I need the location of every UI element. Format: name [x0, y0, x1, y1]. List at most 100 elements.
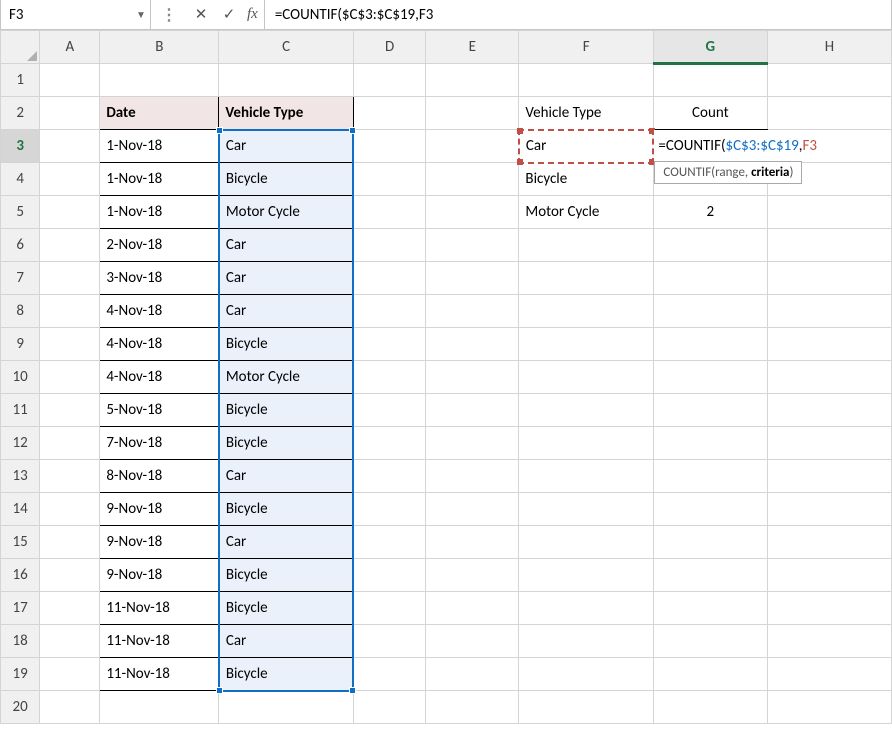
cell-C2[interactable]: Vehicle Type — [219, 97, 354, 130]
col-hdr-E[interactable]: E — [426, 31, 519, 64]
cell-F7[interactable] — [519, 262, 654, 295]
row-hdr-14[interactable]: 14 — [1, 493, 40, 526]
cell-G15[interactable] — [653, 526, 767, 559]
cell-A17[interactable] — [40, 592, 100, 625]
cell-A8[interactable] — [40, 295, 100, 328]
col-hdr-A[interactable]: A — [40, 31, 100, 64]
range-handle[interactable] — [216, 127, 223, 134]
cell-B15[interactable]: 9-Nov-18 — [100, 526, 219, 559]
cell-A9[interactable] — [40, 328, 100, 361]
cell-E15[interactable] — [426, 526, 519, 559]
cell-F19[interactable] — [519, 658, 654, 691]
col-hdr-B[interactable]: B — [100, 31, 219, 64]
cell-E13[interactable] — [426, 460, 519, 493]
cell-A19[interactable] — [40, 658, 100, 691]
cell-E10[interactable] — [426, 361, 519, 394]
cell-G16[interactable] — [653, 559, 767, 592]
cell-H18[interactable] — [767, 625, 891, 658]
cell-E18[interactable] — [426, 625, 519, 658]
cell-H10[interactable] — [767, 361, 891, 394]
row-hdr-13[interactable]: 13 — [1, 460, 40, 493]
select-all-corner[interactable] — [1, 31, 40, 64]
cell-C9[interactable]: Bicycle — [219, 328, 354, 361]
cell-C7[interactable]: Car — [219, 262, 354, 295]
cell-A13[interactable] — [40, 460, 100, 493]
row-hdr-6[interactable]: 6 — [1, 229, 40, 262]
cell-B13[interactable]: 8-Nov-18 — [100, 460, 219, 493]
cell-C15[interactable]: Car — [219, 526, 354, 559]
cell-F12[interactable] — [519, 427, 654, 460]
cell-F3[interactable]: Car — [519, 130, 654, 163]
cell-A15[interactable] — [40, 526, 100, 559]
cell-E19[interactable] — [426, 658, 519, 691]
cell-H9[interactable] — [767, 328, 891, 361]
cell-B20[interactable] — [100, 691, 219, 724]
cell-A18[interactable] — [40, 625, 100, 658]
cell-B18[interactable]: 11-Nov-18 — [100, 625, 219, 658]
cell-H5[interactable] — [767, 196, 891, 229]
cell-B14[interactable]: 9-Nov-18 — [100, 493, 219, 526]
cell-F15[interactable] — [519, 526, 654, 559]
cell-G10[interactable] — [653, 361, 767, 394]
cell-E12[interactable] — [426, 427, 519, 460]
cell-G1[interactable] — [653, 64, 767, 97]
cell-C11[interactable]: Bicycle — [219, 394, 354, 427]
cell-G19[interactable] — [653, 658, 767, 691]
col-hdr-F[interactable]: F — [519, 31, 654, 64]
cell-C12[interactable]: Bicycle — [219, 427, 354, 460]
cell-F8[interactable] — [519, 295, 654, 328]
cell-C3[interactable]: Car — [219, 130, 354, 163]
cell-B11[interactable]: 5-Nov-18 — [100, 394, 219, 427]
cell-D1[interactable] — [353, 64, 425, 97]
cell-H6[interactable] — [767, 229, 891, 262]
cell-A12[interactable] — [40, 427, 100, 460]
cell-D17[interactable] — [353, 592, 425, 625]
cell-G17[interactable] — [653, 592, 767, 625]
cell-F6[interactable] — [519, 229, 654, 262]
row-hdr-12[interactable]: 12 — [1, 427, 40, 460]
cell-C5[interactable]: Motor Cycle — [219, 196, 354, 229]
cell-G18[interactable] — [653, 625, 767, 658]
cell-D4[interactable] — [353, 163, 425, 196]
cancel-icon[interactable]: ✕ — [187, 5, 215, 24]
cell-F9[interactable] — [519, 328, 654, 361]
cell-F11[interactable] — [519, 394, 654, 427]
cell-E3[interactable] — [426, 130, 519, 163]
cell-E20[interactable] — [426, 691, 519, 724]
cell-A2[interactable] — [40, 97, 100, 130]
cell-E6[interactable] — [426, 229, 519, 262]
row-hdr-18[interactable]: 18 — [1, 625, 40, 658]
cell-C20[interactable] — [219, 691, 354, 724]
col-hdr-G[interactable]: G — [653, 31, 767, 64]
cell-E17[interactable] — [426, 592, 519, 625]
cell-F10[interactable] — [519, 361, 654, 394]
cell-C6[interactable]: Car — [219, 229, 354, 262]
cell-F14[interactable] — [519, 493, 654, 526]
cell-A11[interactable] — [40, 394, 100, 427]
cell-H16[interactable] — [767, 559, 891, 592]
cell-F17[interactable] — [519, 592, 654, 625]
cell-H17[interactable] — [767, 592, 891, 625]
cell-E4[interactable] — [426, 163, 519, 196]
cell-G20[interactable] — [653, 691, 767, 724]
cell-A3[interactable] — [40, 130, 100, 163]
cell-A6[interactable] — [40, 229, 100, 262]
cell-B17[interactable]: 11-Nov-18 — [100, 592, 219, 625]
cell-D3[interactable] — [353, 130, 425, 163]
cell-H13[interactable] — [767, 460, 891, 493]
cell-D14[interactable] — [353, 493, 425, 526]
cell-D15[interactable] — [353, 526, 425, 559]
cell-G7[interactable] — [653, 262, 767, 295]
cell-H1[interactable] — [767, 64, 891, 97]
cell-E2[interactable] — [426, 97, 519, 130]
cell-H7[interactable] — [767, 262, 891, 295]
cell-G13[interactable] — [653, 460, 767, 493]
cell-B2[interactable]: Date — [100, 97, 219, 130]
cell-B9[interactable]: 4-Nov-18 — [100, 328, 219, 361]
row-hdr-11[interactable]: 11 — [1, 394, 40, 427]
name-box[interactable]: F3 ▼ — [1, 0, 151, 29]
row-hdr-4[interactable]: 4 — [1, 163, 40, 196]
cell-C14[interactable]: Bicycle — [219, 493, 354, 526]
row-hdr-8[interactable]: 8 — [1, 295, 40, 328]
cell-B7[interactable]: 3-Nov-18 — [100, 262, 219, 295]
